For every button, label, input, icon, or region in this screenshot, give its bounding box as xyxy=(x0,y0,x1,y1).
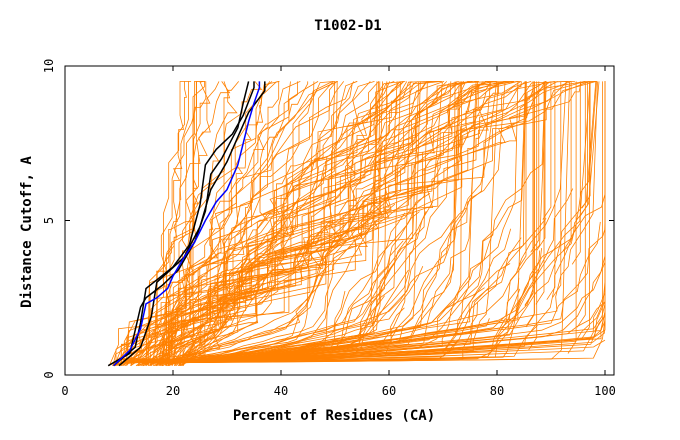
series-line xyxy=(171,81,606,363)
series-line xyxy=(112,81,231,366)
series-line xyxy=(182,81,472,366)
series-line xyxy=(152,81,240,366)
series-line xyxy=(152,231,363,363)
y-axis: 0 5 10 xyxy=(42,59,614,379)
series-line xyxy=(121,81,333,366)
x-tick-label: 0 xyxy=(61,384,68,398)
series-line xyxy=(129,81,381,363)
x-axis-label: Percent of Residues (CA) xyxy=(233,408,435,424)
series-line xyxy=(125,207,467,364)
series-line xyxy=(517,81,527,269)
series-line xyxy=(535,81,545,305)
series-line xyxy=(571,81,581,265)
series-line xyxy=(567,81,577,354)
series-line xyxy=(581,81,590,340)
series-line xyxy=(151,81,279,366)
series-line xyxy=(180,81,532,367)
series-line xyxy=(146,81,378,362)
series-line xyxy=(166,81,465,366)
x-tick-label: 80 xyxy=(490,384,504,398)
y-tick-label: 10 xyxy=(42,59,56,73)
highlight-line-blue xyxy=(113,81,261,367)
series-line xyxy=(593,81,603,332)
series-line xyxy=(180,81,575,367)
series-line xyxy=(524,81,534,306)
y-tick-label: 5 xyxy=(42,217,56,224)
series-line xyxy=(124,81,334,366)
x-tick-label: 60 xyxy=(382,384,396,398)
series-line xyxy=(178,81,319,366)
series-line xyxy=(141,193,431,364)
series-line xyxy=(552,81,562,298)
series-line xyxy=(136,81,379,367)
x-axis: 0 20 40 60 80 100 xyxy=(61,66,616,398)
series-line xyxy=(546,81,556,300)
series-line xyxy=(159,81,405,366)
series-line xyxy=(528,81,538,351)
series-line xyxy=(158,81,522,367)
series-line xyxy=(108,81,546,367)
background-series-group xyxy=(108,81,606,367)
series-line xyxy=(144,301,606,363)
highlight-series-group xyxy=(107,81,266,367)
series-line xyxy=(131,81,597,363)
series-line xyxy=(126,81,506,366)
series-line xyxy=(156,81,273,366)
series-line xyxy=(579,81,588,218)
series-line xyxy=(116,81,458,366)
series-line xyxy=(562,81,572,252)
highlight-line-black-1 xyxy=(113,81,255,367)
y-axis-label: Distance Cutoff, A xyxy=(19,156,35,308)
chart-title: T1002-D1 xyxy=(314,18,381,34)
series-line xyxy=(120,81,473,366)
series-line xyxy=(536,81,546,251)
x-tick-label: 100 xyxy=(594,384,616,398)
series-line xyxy=(576,81,586,328)
series-line xyxy=(160,81,596,366)
series-line xyxy=(174,81,572,366)
series-line xyxy=(130,81,197,367)
series-line xyxy=(581,81,591,209)
series-line xyxy=(142,81,514,366)
series-line xyxy=(147,81,480,367)
series-line xyxy=(168,81,291,366)
series-line xyxy=(160,81,309,366)
x-tick-label: 40 xyxy=(274,384,288,398)
series-line xyxy=(141,81,339,366)
series-line xyxy=(143,228,512,362)
series-line xyxy=(120,81,586,367)
series-line xyxy=(164,81,526,366)
x-tick-label: 20 xyxy=(166,384,180,398)
series-line xyxy=(146,81,280,366)
series-line xyxy=(169,203,396,364)
series-line xyxy=(169,81,569,366)
series-line xyxy=(542,81,552,220)
series-line xyxy=(153,81,413,366)
series-line xyxy=(138,321,606,363)
series-line xyxy=(171,81,445,366)
series-line xyxy=(126,81,491,364)
series-line xyxy=(135,81,355,367)
series-line xyxy=(126,81,606,363)
series-line xyxy=(164,81,383,362)
series-line xyxy=(525,81,535,328)
y-tick-label: 0 xyxy=(42,371,56,378)
series-line xyxy=(143,81,433,367)
series-line xyxy=(148,288,521,363)
